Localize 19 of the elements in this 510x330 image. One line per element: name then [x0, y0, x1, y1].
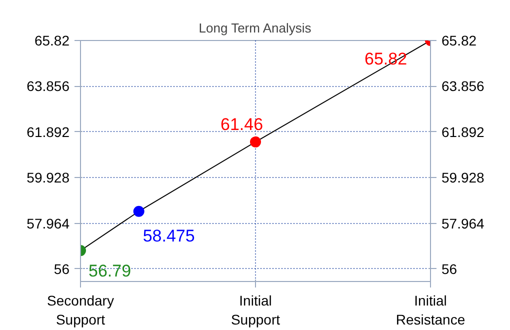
chart-title: Long Term Analysis [198, 20, 312, 36]
y2-tick-label: 59.928 [442, 170, 485, 186]
y-tick-label: 61.892 [26, 124, 70, 140]
data-label: 58.475 [142, 226, 195, 246]
x-tick-label: Initial Support [230, 292, 280, 328]
y-tick-label: 57.964 [26, 215, 70, 232]
data-label: 61.46 [220, 114, 264, 134]
x-tick-label: Initial Resistance [396, 292, 466, 328]
y-tick-label: 65.82 [34, 32, 70, 48]
y-tick-label: 56 [54, 260, 70, 277]
y2-tick-label: 65.82 [442, 32, 477, 48]
y-tick-label: 63.856 [26, 78, 70, 94]
y2-tick-label: 57.964 [442, 215, 485, 232]
y2-tick-label: 61.892 [442, 124, 485, 140]
y-tick-label: 59.928 [26, 170, 70, 186]
data-label: 56.79 [88, 262, 132, 281]
y2-tick-label: 63.856 [442, 78, 485, 94]
y2-tick-label: 56 [442, 260, 458, 277]
x-tick-label: Secondary Support [47, 292, 114, 328]
